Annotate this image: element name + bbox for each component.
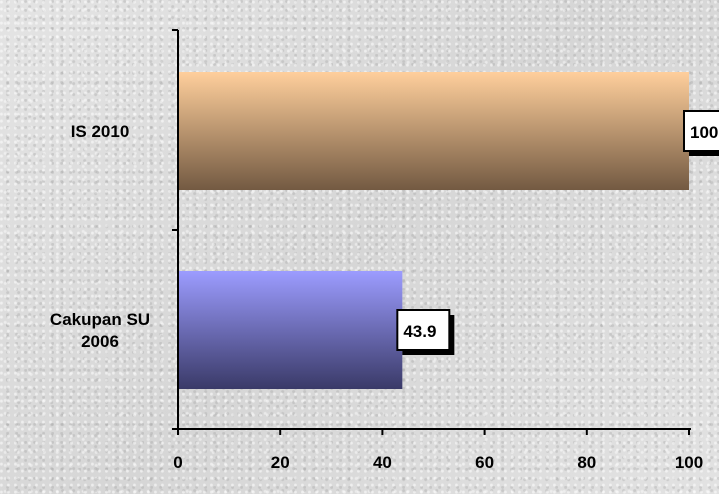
x-tick-label-2: 40 [373,453,392,472]
data-label-group-1: 43.9 [396,309,455,355]
bar-1 [178,271,403,389]
x-tick-label-3: 60 [475,453,494,472]
labels-layer: 0 20 40 60 80 100 IS 2010 Cakupan SU 2006 100 43.9 [50,110,719,472]
data-label-box-0 [683,110,719,152]
bars-layer [178,72,689,389]
data-label-0: 100 [690,123,718,142]
x-tick-label-1: 20 [271,453,290,472]
data-label-box-1 [396,309,451,351]
x-tick-label-4: 80 [577,453,596,472]
axes-layer [172,29,691,435]
x-tick-label-5: 100 [675,453,703,472]
category-label-1: Cakupan SU 2006 [50,310,150,351]
category-label-0: IS 2010 [71,122,130,141]
x-tick-label-0: 0 [173,453,182,472]
bar-0 [178,72,689,190]
data-label-1: 43.9 [403,322,436,341]
data-label-group-0: 100 [683,110,719,156]
